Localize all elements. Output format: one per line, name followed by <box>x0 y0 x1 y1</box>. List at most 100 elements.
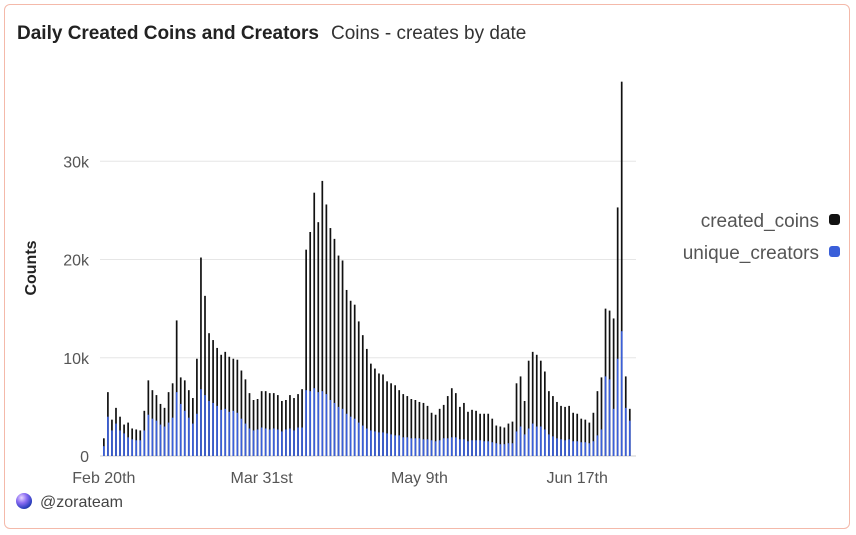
bar-unique-creators[interactable] <box>560 439 562 456</box>
bar-unique-creators[interactable] <box>370 430 372 456</box>
bar-created-coins[interactable] <box>556 401 558 456</box>
bar-unique-creators[interactable] <box>240 418 243 456</box>
bar-unique-creators[interactable] <box>568 439 570 456</box>
bar-created-coins[interactable] <box>612 318 615 456</box>
bar-unique-creators[interactable] <box>386 433 388 456</box>
bar-unique-creators[interactable] <box>430 440 433 456</box>
bar-created-coins[interactable] <box>426 405 429 456</box>
bar-created-coins[interactable] <box>220 354 223 456</box>
bar-unique-creators[interactable] <box>535 426 538 456</box>
bar-created-coins[interactable] <box>200 257 202 456</box>
bar-created-coins[interactable] <box>212 340 214 456</box>
bar-unique-creators[interactable] <box>232 410 235 456</box>
bar-created-coins[interactable] <box>523 400 526 456</box>
bar-unique-creators[interactable] <box>268 429 271 456</box>
bar-created-coins[interactable] <box>568 405 570 456</box>
bar-unique-creators[interactable] <box>167 422 170 456</box>
bar-unique-creators[interactable] <box>212 402 214 456</box>
bar-created-coins[interactable] <box>236 359 239 456</box>
bar-created-coins[interactable] <box>434 414 437 456</box>
bar-unique-creators[interactable] <box>155 420 158 456</box>
bar-unique-creators[interactable] <box>580 442 583 456</box>
bar-unique-creators[interactable] <box>378 432 380 456</box>
bar-unique-creators[interactable] <box>422 439 425 456</box>
bar-unique-creators[interactable] <box>139 440 142 456</box>
bar-unique-creators[interactable] <box>236 412 239 456</box>
bar-unique-creators[interactable] <box>434 441 437 456</box>
bar-unique-creators[interactable] <box>410 438 413 456</box>
bar-unique-creators[interactable] <box>264 428 267 456</box>
bar-created-coins[interactable] <box>196 358 198 456</box>
bar-created-coins[interactable] <box>268 393 271 456</box>
bar-created-coins[interactable] <box>620 81 623 457</box>
bar-created-coins[interactable] <box>232 358 235 456</box>
bar-created-coins[interactable] <box>386 381 388 456</box>
bar-created-coins[interactable] <box>224 351 227 456</box>
bar-created-coins[interactable] <box>531 351 534 456</box>
bar-created-coins[interactable] <box>588 422 591 456</box>
bar-created-coins[interactable] <box>240 370 243 456</box>
bar-unique-creators[interactable] <box>325 394 328 456</box>
bar-unique-creators[interactable] <box>313 388 316 456</box>
bar-created-coins[interactable] <box>244 379 247 456</box>
bar-created-coins[interactable] <box>499 426 502 456</box>
bar-created-coins[interactable] <box>459 406 461 457</box>
bar-unique-creators[interactable] <box>123 433 125 456</box>
bar-unique-creators[interactable] <box>171 417 174 456</box>
bar-created-coins[interactable] <box>394 385 396 456</box>
bar-unique-creators[interactable] <box>216 405 218 456</box>
bar-unique-creators[interactable] <box>333 402 336 456</box>
bar-created-coins[interactable] <box>313 192 316 456</box>
bar-created-coins[interactable] <box>430 412 433 456</box>
bar-created-coins[interactable] <box>260 391 263 456</box>
bar-unique-creators[interactable] <box>588 443 591 456</box>
bar-unique-creators[interactable] <box>467 441 469 456</box>
bar-created-coins[interactable] <box>487 413 490 456</box>
bar-created-coins[interactable] <box>475 410 477 456</box>
bar-unique-creators[interactable] <box>584 442 587 456</box>
bar-unique-creators[interactable] <box>317 392 320 456</box>
bar-created-coins[interactable] <box>454 393 457 456</box>
bar-created-coins[interactable] <box>208 333 210 456</box>
bar-unique-creators[interactable] <box>564 440 566 456</box>
bar-unique-creators[interactable] <box>353 418 356 456</box>
bar-created-coins[interactable] <box>596 391 599 456</box>
bar-created-coins[interactable] <box>600 377 603 456</box>
bar-unique-creators[interactable] <box>220 409 223 456</box>
bar-unique-creators[interactable] <box>531 423 534 456</box>
bar-created-coins[interactable] <box>374 368 376 456</box>
bar-created-coins[interactable] <box>507 423 510 456</box>
bar-created-coins[interactable] <box>370 363 372 456</box>
bar-unique-creators[interactable] <box>285 429 287 456</box>
bar-unique-creators[interactable] <box>321 391 324 456</box>
bar-unique-creators[interactable] <box>624 407 627 456</box>
bar-unique-creators[interactable] <box>604 376 607 456</box>
bar-unique-creators[interactable] <box>131 439 134 456</box>
bar-created-coins[interactable] <box>256 399 259 456</box>
bar-created-coins[interactable] <box>272 393 275 456</box>
bar-created-coins[interactable] <box>548 391 550 456</box>
bar-created-coins[interactable] <box>301 389 303 456</box>
bar-unique-creators[interactable] <box>543 429 546 456</box>
bar-unique-creators[interactable] <box>309 391 312 456</box>
bar-created-coins[interactable] <box>564 406 566 457</box>
bar-unique-creators[interactable] <box>483 441 486 456</box>
bar-unique-creators[interactable] <box>572 441 575 456</box>
bar-unique-creators[interactable] <box>503 444 506 456</box>
bar-unique-creators[interactable] <box>252 430 255 456</box>
bar-created-coins[interactable] <box>349 300 352 456</box>
legend-item-created-coins[interactable]: created_coins <box>683 206 840 238</box>
bar-unique-creators[interactable] <box>438 440 441 456</box>
bar-created-coins[interactable] <box>442 404 445 456</box>
bar-unique-creators[interactable] <box>552 436 554 456</box>
bar-unique-creators[interactable] <box>548 434 550 456</box>
bar-unique-creators[interactable] <box>281 431 283 456</box>
bar-created-coins[interactable] <box>402 394 405 456</box>
bar-unique-creators[interactable] <box>345 413 348 456</box>
bar-created-coins[interactable] <box>378 373 380 456</box>
bar-unique-creators[interactable] <box>151 418 154 456</box>
bar-unique-creators[interactable] <box>499 444 502 456</box>
bar-created-coins[interactable] <box>390 383 392 456</box>
bar-created-coins[interactable] <box>309 231 312 456</box>
bar-created-coins[interactable] <box>321 180 324 456</box>
